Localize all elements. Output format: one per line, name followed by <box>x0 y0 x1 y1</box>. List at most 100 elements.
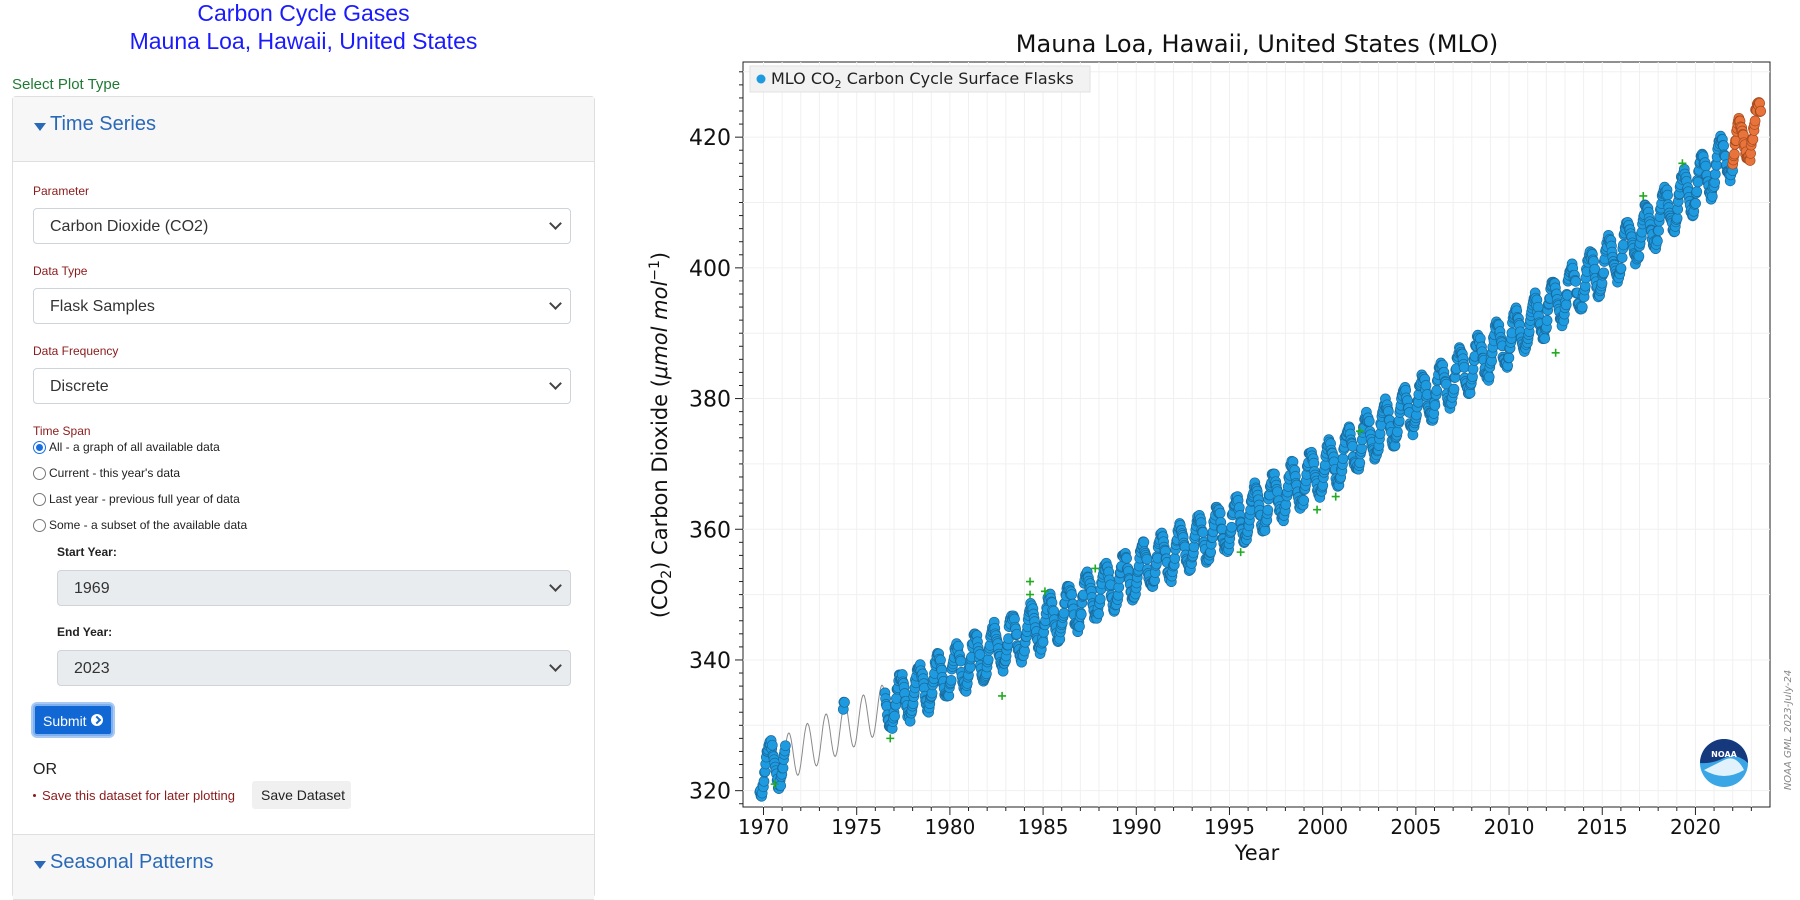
caret-down-icon <box>34 123 46 131</box>
noaa-logo-upper <box>1700 739 1748 764</box>
flask-point <box>1532 301 1544 313</box>
flask-point <box>1431 385 1443 396</box>
data-frequency-select[interactable]: Discrete <box>33 368 571 404</box>
start-year-value: 1969 <box>74 580 110 597</box>
flask-point <box>1691 186 1703 197</box>
flask-point <box>1503 352 1515 364</box>
flask-point <box>1121 552 1132 564</box>
chevron-down-icon <box>549 579 562 592</box>
flagged-point <box>1678 159 1687 168</box>
flask-point <box>1094 593 1106 605</box>
or-label: OR <box>33 761 57 778</box>
time-span-option-label: Current - this year's data <box>49 466 181 480</box>
time-span-option-label: Some - a subset of the available data <box>49 518 248 532</box>
arrow-circle-right-icon <box>91 714 103 726</box>
flask-point <box>1690 198 1701 209</box>
flask-point <box>1074 621 1085 632</box>
parameter-select[interactable]: Carbon Dioxide (CO2) <box>33 208 571 244</box>
x-tick-label: 1970 <box>738 815 789 839</box>
flask-point <box>1662 189 1673 201</box>
flagged-point <box>886 734 895 743</box>
page-subtitle: Mauna Loa, Hawaii, United States <box>129 28 478 54</box>
x-tick-label: 1980 <box>924 815 975 839</box>
time-series-label: Time Series <box>50 113 156 135</box>
noaa-logo-wave <box>1704 758 1744 776</box>
flask-point <box>1598 267 1610 279</box>
grid <box>743 62 1770 807</box>
flask-point <box>1138 536 1150 548</box>
flask-point <box>1671 212 1683 224</box>
y-tick-label: 380 <box>689 388 731 413</box>
chevron-down-icon <box>549 659 562 672</box>
end-year-select[interactable]: 2023 <box>57 650 571 686</box>
flask-point <box>1337 453 1349 465</box>
x-tick-label: 2020 <box>1670 815 1721 839</box>
save-dataset-button[interactable]: Save Dataset <box>252 781 351 809</box>
x-tick-label: 2010 <box>1484 815 1535 839</box>
start-year-label: Start Year: <box>57 545 117 559</box>
y-tick-label: 320 <box>689 780 731 805</box>
y-tick-label: 340 <box>689 649 731 674</box>
plot-options-panel: Time Series Parameter Carbon Dioxide (CO… <box>12 96 595 900</box>
x-tick-label: 1985 <box>1018 815 1069 839</box>
flask-point <box>1262 504 1274 516</box>
flask-point <box>780 740 791 752</box>
preliminary-point <box>1729 148 1740 160</box>
radio-icon[interactable] <box>33 467 46 480</box>
flagged-point <box>1355 427 1364 436</box>
x-tick-label: 2000 <box>1297 815 1348 839</box>
x-tick-label: 1975 <box>831 815 882 839</box>
start-year-select[interactable]: 1969 <box>57 570 571 606</box>
flask-point <box>1429 399 1441 411</box>
flask-point <box>1298 495 1310 506</box>
x-axis-label: Year <box>1234 841 1280 865</box>
flask-point <box>1169 553 1181 564</box>
y-axis-label: (CO2) Carbon Dioxide (μmol mol−1) <box>647 252 675 618</box>
flagged-point <box>998 691 1007 700</box>
save-dataset-label: Save Dataset <box>261 787 346 803</box>
flask-point <box>974 649 986 660</box>
flask-point <box>1653 225 1664 237</box>
chevron-down-icon <box>549 217 562 230</box>
caret-down-icon <box>34 861 46 869</box>
time-span-label: Time Span <box>33 424 91 438</box>
submit-button[interactable]: Submit <box>33 704 113 736</box>
data-frequency-label: Data Frequency <box>33 344 119 358</box>
flask-series <box>754 130 1738 802</box>
flask-point <box>1058 607 1070 619</box>
legend: MLO CO2 Carbon Cycle Surface Flasks <box>749 65 1091 93</box>
radio-checked-icon[interactable] <box>33 441 46 454</box>
watermark: NOAA GML 2023-July-24 <box>1783 670 1794 790</box>
flask-point <box>1458 361 1470 373</box>
seasonal-patterns-accordion-header[interactable]: Seasonal Patterns <box>13 834 594 900</box>
form-column: Carbon Cycle Gases Mauna Loa, Hawaii, Un… <box>0 0 600 900</box>
preliminary-point <box>1755 105 1767 117</box>
flagged-point <box>1236 548 1245 557</box>
flask-point <box>1539 333 1551 344</box>
flask-point <box>1354 457 1366 469</box>
radio-icon[interactable] <box>33 519 46 532</box>
flask-point <box>1618 239 1629 251</box>
chevron-down-icon <box>549 297 562 310</box>
flask-point <box>953 640 964 652</box>
time-span-option-label: All - a graph of all available data <box>49 440 220 454</box>
seasonal-patterns-label: Seasonal Patterns <box>50 851 214 873</box>
flask-point <box>1363 415 1375 427</box>
flask-point <box>1066 589 1078 600</box>
radio-icon[interactable] <box>33 493 46 506</box>
preliminary-point <box>1749 115 1761 127</box>
x-tick-label: 1995 <box>1204 815 1255 839</box>
end-year-value: 2023 <box>74 660 110 677</box>
chevron-down-icon <box>549 377 562 390</box>
plot-type-label: Select Plot Type <box>12 76 121 93</box>
flask-point <box>766 739 778 751</box>
save-dataset-text: Save this dataset for later plotting <box>42 788 235 803</box>
flask-point <box>945 674 957 686</box>
preliminary-series <box>1727 97 1767 170</box>
flask-point <box>758 775 770 787</box>
y-tick-label: 400 <box>689 257 731 282</box>
flagged-point <box>1551 348 1560 357</box>
flask-point <box>1011 628 1023 640</box>
data-type-select[interactable]: Flask Samples <box>33 288 571 324</box>
time-series-accordion-header[interactable]: Time Series <box>13 97 594 162</box>
